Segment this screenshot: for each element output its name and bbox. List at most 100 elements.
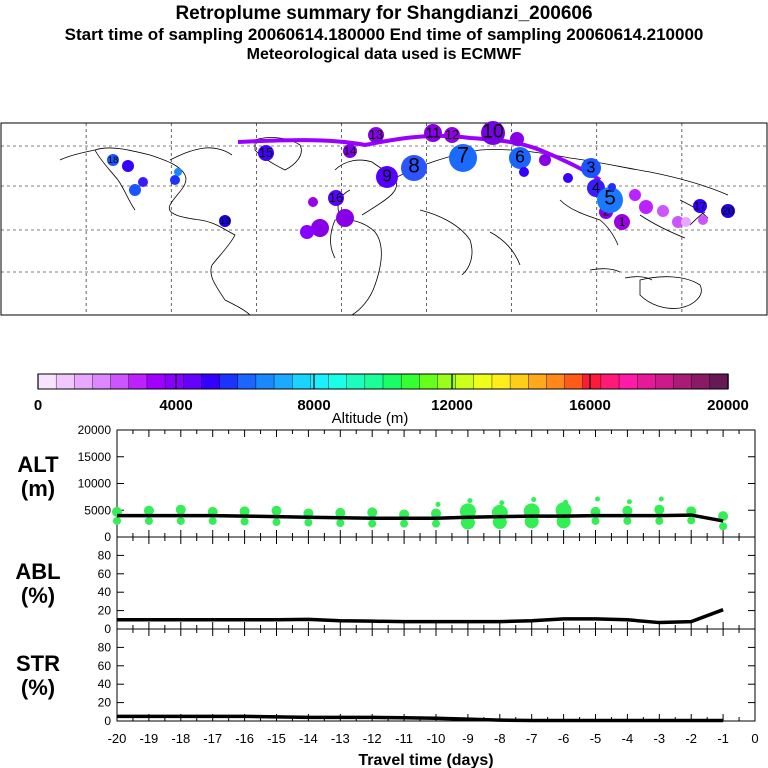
plume-blob — [629, 189, 641, 201]
colorbar-cell — [655, 373, 675, 390]
colorbar-cell — [237, 373, 257, 390]
colorbar-cell — [528, 373, 548, 390]
plume-blob — [563, 173, 573, 183]
y-tick-label: 60 — [98, 659, 112, 673]
alt-cluster-point — [654, 504, 665, 515]
panel-ylabel: (m) — [21, 476, 55, 501]
plume-blob — [510, 132, 524, 146]
alt-cluster-point — [176, 516, 185, 525]
alt-cluster-point — [687, 516, 696, 525]
y-tick-label: 0 — [104, 622, 111, 636]
plume-point-day-10 — [481, 121, 505, 145]
alt-cluster-point — [718, 511, 729, 522]
colorbar-cell — [419, 373, 439, 390]
plume-point-label: 8 — [408, 155, 420, 178]
plume-blob — [300, 225, 314, 239]
alt-cluster-point — [432, 519, 440, 528]
colorbar-cell — [128, 373, 148, 390]
plume-blob — [170, 175, 180, 185]
colorbar-cell — [219, 373, 239, 390]
plume-point-day-20 — [721, 204, 735, 218]
alt-cluster-point — [113, 516, 121, 525]
alt-cluster-point — [556, 514, 571, 529]
panel-abl: 0 20 40 60 80 ABL(%) — [15, 536, 756, 636]
sampling-time-subtitle: Start time of sampling 20060614.180000 E… — [64, 25, 704, 44]
alt-cluster-point — [272, 518, 281, 527]
x-tick-label: -2 — [685, 731, 697, 746]
panel-frame — [116, 536, 756, 630]
plume-blob — [681, 217, 691, 227]
x-axis-label: Travel time (days) — [358, 752, 493, 768]
plume-point-label: 14 — [344, 146, 356, 158]
x-tick-label: -14 — [299, 731, 318, 746]
colorbar-cell — [618, 373, 638, 390]
plume-point-label: 7 — [457, 143, 469, 168]
plume-point-label: 18 — [108, 155, 119, 166]
x-tick-label: -5 — [590, 731, 602, 746]
y-tick-label: 0 — [104, 714, 111, 728]
alt-scatter — [112, 496, 729, 531]
plume-blob — [138, 177, 148, 187]
x-tick-label: -10 — [427, 731, 446, 746]
colorbar-cell — [400, 373, 421, 390]
colorbar-cell — [509, 373, 529, 390]
plume-point-label: 17 — [694, 201, 706, 213]
alt-cluster-point — [367, 507, 378, 518]
colorbar-tick-label: 16000 — [569, 397, 611, 414]
colorbar-tick-labels: 0 4000 8000 12000 16000 20000 — [34, 374, 749, 414]
alt-cluster-point — [240, 517, 249, 526]
alt-cluster-point — [239, 506, 250, 517]
alt-cluster-point — [524, 514, 539, 529]
alt-cluster-point — [368, 519, 377, 528]
y-tick-label: 60 — [98, 567, 112, 581]
plume-blob — [519, 167, 529, 177]
series-line-abl — [117, 608, 724, 625]
alt-cluster-point — [563, 499, 569, 505]
plume-point-label: 19 — [220, 216, 231, 227]
x-tick-label: -17 — [203, 731, 222, 746]
colorbar-cell — [74, 373, 94, 390]
alt-cluster-point — [499, 500, 505, 506]
x-tick-label: -18 — [171, 731, 190, 746]
colorbar-cell — [600, 373, 620, 390]
plume-point-day-1 — [614, 214, 630, 230]
alt-cluster-point — [531, 497, 537, 503]
colorbar-cell — [455, 373, 475, 390]
plume-point-label: 15 — [259, 145, 273, 160]
y-tick-label: 80 — [98, 640, 112, 654]
colorbar-cell — [346, 373, 366, 390]
alt-cluster-point — [623, 516, 632, 525]
plume-point-label: 3 — [587, 160, 596, 177]
timeseries-panels: 05000100001500020000ALT(m)020406080ABL(%… — [15, 423, 758, 768]
x-tick-label: -6 — [558, 731, 570, 746]
y-tick-label: 80 — [98, 548, 112, 562]
y-tick-label: 20 — [98, 696, 112, 710]
alt-cluster-point — [271, 505, 282, 516]
plume-point-day-18 — [107, 154, 119, 166]
plume-point-day-12 — [444, 127, 460, 143]
colorbar-tick-label: 0 — [34, 397, 42, 414]
panel-ylabel: (%) — [21, 583, 55, 608]
x-tick-label: -11 — [395, 731, 413, 746]
plume-point-label: 20 — [722, 206, 734, 218]
plume-point-label: 4 — [592, 181, 600, 197]
plume-blob — [657, 205, 669, 217]
plume-blob — [311, 219, 329, 237]
plume-point-day-7 — [449, 144, 477, 172]
panel-frame — [116, 628, 756, 722]
colorbar-cells — [37, 373, 729, 390]
colorbar-cell — [382, 373, 402, 390]
x-tick-label: -1 — [717, 731, 729, 746]
colorbar-cell — [582, 373, 602, 390]
alt-cluster-point — [492, 515, 507, 530]
alt-cluster-point — [595, 496, 600, 502]
plume-point-day-13 — [368, 127, 384, 143]
plume-point-day-14 — [343, 144, 357, 158]
plume-blob — [129, 184, 141, 196]
colorbar-tick-label: 20000 — [707, 397, 749, 414]
plume-point-label: 16 — [329, 190, 343, 205]
colorbar-label: Altitude (m) — [332, 410, 409, 427]
alt-cluster-point — [655, 516, 664, 525]
